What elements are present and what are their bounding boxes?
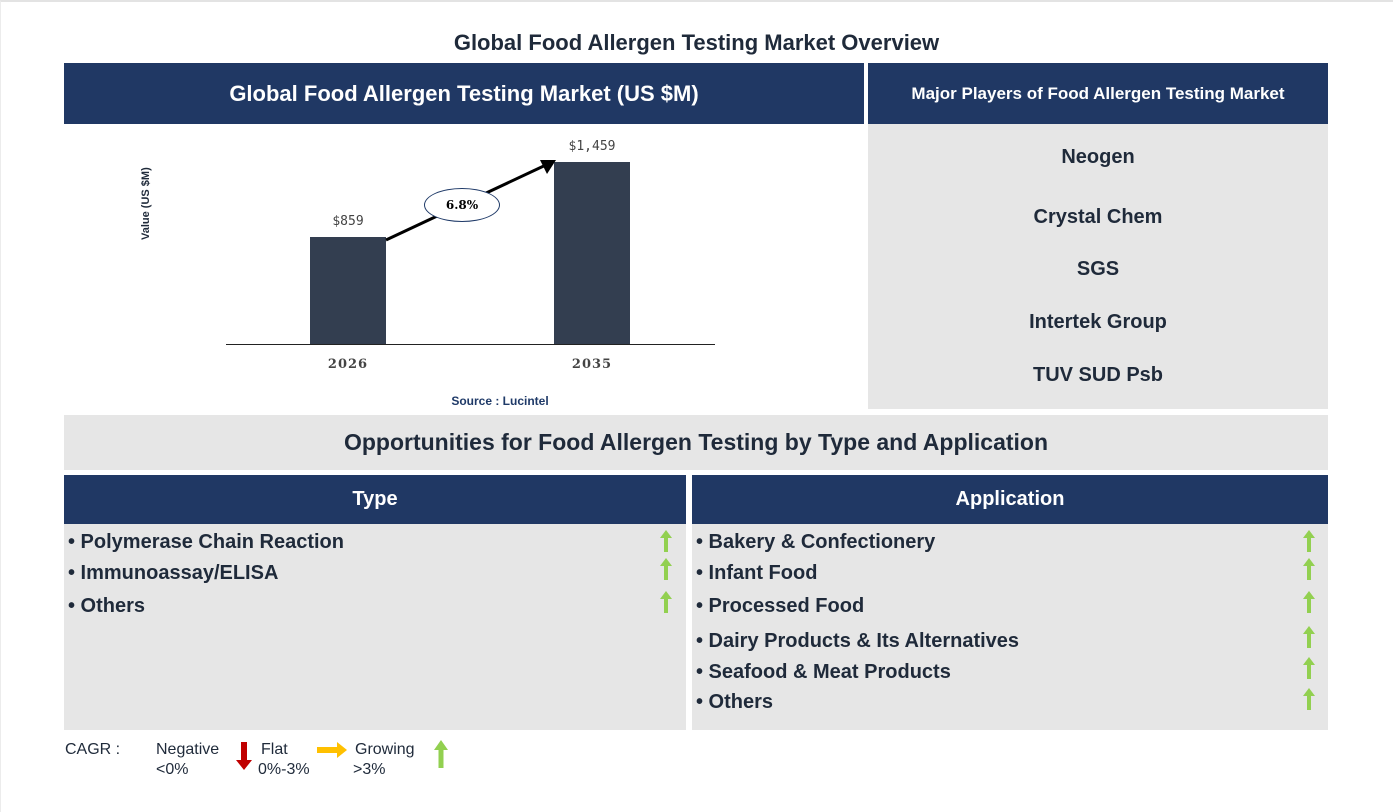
players-header-text: Major Players of Food Allergen Testing M… — [911, 83, 1285, 103]
player-item: Neogen — [1061, 146, 1135, 168]
player-item: SGS — [1076, 258, 1120, 280]
player-item: Intertek Group — [1029, 311, 1167, 333]
application-header-text: Application — [955, 488, 1065, 510]
player-item: TUV SUD Psb — [1032, 364, 1164, 386]
type-header: Type — [64, 475, 686, 524]
player-item: Crystal Chem — [1033, 206, 1163, 228]
application-item: • Seafood & Meat Products — [696, 661, 951, 683]
x-tick-2026: 2026 — [327, 357, 369, 372]
opportunities-title: Opportunities for Food Allergen Testing … — [343, 429, 1049, 455]
growing-arrow-icon — [1303, 530, 1315, 552]
application-item: • Bakery & Confectionery — [696, 531, 936, 553]
application-item: • Infant Food — [696, 562, 818, 584]
growing-arrow-icon — [434, 740, 448, 768]
type-header-text: Type — [352, 488, 398, 510]
type-item: • Others — [68, 595, 146, 617]
type-item: • Immunoassay/ELISA — [68, 562, 279, 584]
growing-arrow-icon — [1303, 626, 1315, 648]
bar-2026 — [310, 237, 386, 344]
players-panel — [868, 124, 1328, 409]
cagr-value: 6.8% — [445, 198, 479, 212]
cagr-bubble: 6.8% — [424, 188, 500, 222]
growing-arrow-icon — [1303, 558, 1315, 580]
type-panel — [64, 524, 686, 730]
application-header: Application — [692, 475, 1328, 524]
type-item: • Polymerase Chain Reaction — [68, 531, 344, 553]
market-chart-header-text: Global Food Allergen Testing Market (US … — [229, 80, 699, 106]
legend-label: CAGR : — [65, 741, 121, 758]
legend-flat-name: Flat — [261, 741, 288, 758]
legend-growing-range: >3% — [353, 761, 386, 778]
y-axis-label: Value (US $M) — [140, 167, 152, 240]
growing-arrow-icon — [1303, 657, 1315, 679]
growing-arrow-icon — [1303, 688, 1315, 710]
legend-negative-name: Negative — [156, 741, 220, 758]
application-item: • Others — [696, 691, 774, 713]
growing-arrow-icon — [660, 591, 672, 613]
legend-growing-name: Growing — [355, 741, 415, 758]
market-chart-header: Global Food Allergen Testing Market (US … — [64, 63, 864, 124]
players-header: Major Players of Food Allergen Testing M… — [868, 63, 1328, 124]
bar-value-label-2035: $1,459 — [568, 139, 616, 154]
page-title: Global Food Allergen Testing Market Over… — [453, 30, 940, 55]
flat-arrow-icon — [317, 742, 347, 758]
x-axis-line — [226, 344, 715, 345]
application-panel — [692, 524, 1328, 730]
application-item: • Dairy Products & Its Alternatives — [696, 630, 1020, 652]
bar-value-label-2026: $859 — [332, 214, 364, 229]
legend-flat-range: 0%-3% — [258, 761, 310, 778]
bar-2035 — [554, 162, 630, 344]
source-note: Source : Lucintel — [451, 394, 549, 408]
market-bar-chart — [64, 124, 864, 409]
x-tick-2035: 2035 — [571, 357, 613, 372]
growing-arrow-icon — [1303, 591, 1315, 613]
growing-arrow-icon — [660, 558, 672, 580]
legend-negative-range: <0% — [156, 761, 189, 778]
application-item: • Processed Food — [696, 595, 865, 617]
opportunities-banner: Opportunities for Food Allergen Testing … — [64, 415, 1328, 470]
growing-arrow-icon — [660, 530, 672, 552]
negative-arrow-icon — [236, 742, 252, 770]
